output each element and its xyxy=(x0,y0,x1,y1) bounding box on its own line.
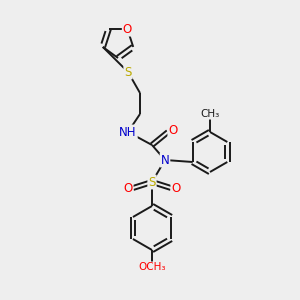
Text: N: N xyxy=(160,154,169,166)
Text: O: O xyxy=(168,124,178,136)
Text: CH₃: CH₃ xyxy=(200,109,220,119)
Text: O: O xyxy=(123,22,132,36)
Text: O: O xyxy=(123,182,133,194)
Text: O: O xyxy=(171,182,181,194)
Text: S: S xyxy=(124,65,132,79)
Text: OCH₃: OCH₃ xyxy=(138,262,166,272)
Text: S: S xyxy=(148,176,156,188)
Text: NH: NH xyxy=(119,125,137,139)
